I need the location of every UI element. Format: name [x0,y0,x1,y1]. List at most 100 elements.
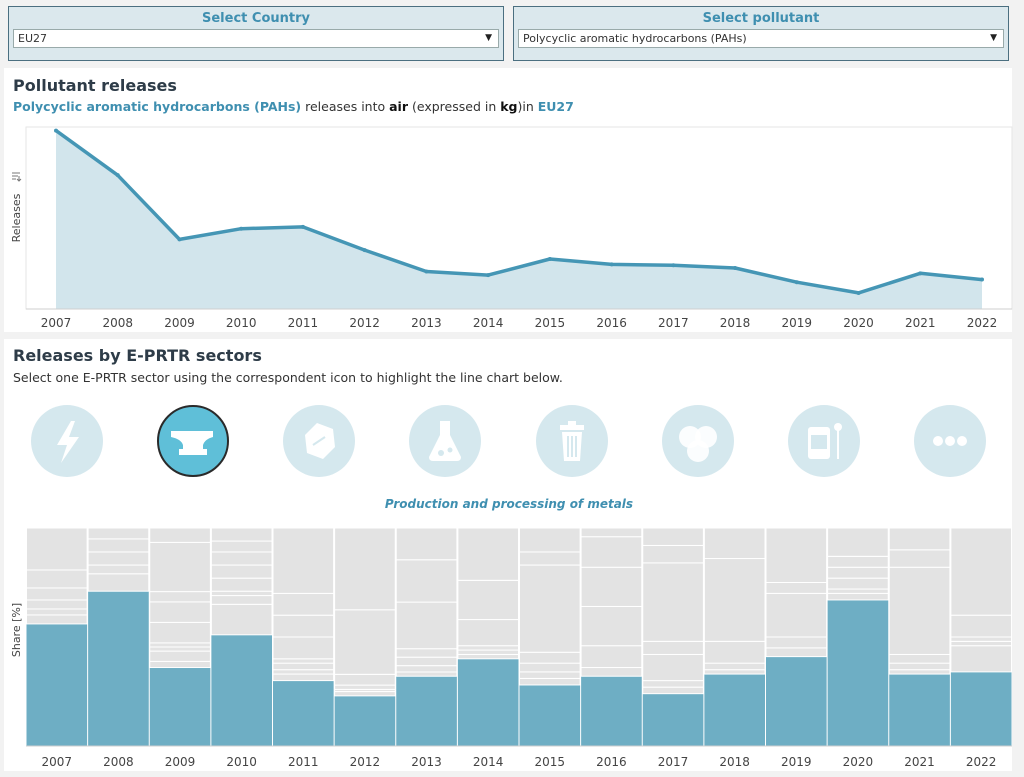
bar-other-segment[interactable] [395,559,458,603]
bar-highlight-segment[interactable] [519,684,581,746]
bar-other-segment[interactable] [642,527,704,546]
bar-other-segment[interactable] [888,566,951,655]
bar-other-segment[interactable] [519,551,581,566]
bar-other-segment[interactable] [272,662,335,671]
bar-other-segment[interactable] [149,621,211,644]
data-point[interactable] [918,271,923,276]
bar-other-segment[interactable] [149,646,211,652]
bar-other-segment[interactable] [26,527,88,571]
bar-other-segment[interactable] [210,590,273,597]
bar-other-segment[interactable] [827,566,889,579]
bar-other-segment[interactable] [149,591,211,603]
dropdown-arrow-icon[interactable]: ▼ [485,33,492,43]
energy-icon[interactable] [31,405,103,477]
bar-other-segment[interactable] [888,549,951,568]
bar-other-segment[interactable] [765,636,828,649]
bar-other-segment[interactable] [334,673,396,686]
bar-highlight-segment[interactable] [457,658,519,746]
bar-other-segment[interactable] [827,592,889,601]
chemical-flask-icon[interactable] [409,405,481,477]
bar-other-segment[interactable] [210,577,273,592]
bar-other-segment[interactable] [272,636,335,660]
sort-icon[interactable] [12,172,22,182]
bar-other-segment[interactable] [26,587,88,601]
bar-other-segment[interactable] [827,555,889,568]
bar-other-segment[interactable] [149,601,211,623]
releases-line-chart[interactable]: 2007 2008 2009 2010 2011 2012 2013 2014 2015 2016… [0,0,1024,340]
bar-other-segment[interactable] [395,671,458,677]
data-point[interactable] [300,224,305,229]
bar-other-segment[interactable] [519,677,581,686]
bar-other-segment[interactable] [950,636,1012,642]
bar-other-segment[interactable] [888,662,951,671]
bar-other-segment[interactable] [827,527,889,557]
bar-other-segment[interactable] [210,540,273,553]
bar-highlight-segment[interactable] [88,591,149,746]
bar-other-segment[interactable] [149,660,211,669]
bar-other-segment[interactable] [888,653,951,664]
bar-other-segment[interactable] [950,640,1012,647]
data-point[interactable] [980,277,984,282]
bar-other-segment[interactable] [149,541,211,593]
bar-other-segment[interactable] [334,684,396,690]
bar-other-segment[interactable] [87,551,150,566]
bar-other-segment[interactable] [703,640,766,664]
bar-highlight-segment[interactable] [396,676,457,746]
bar-other-segment[interactable] [580,645,643,669]
bar-other-segment[interactable] [457,645,519,651]
bar-other-segment[interactable] [395,648,458,658]
bar-highlight-segment[interactable] [581,676,642,746]
bar-other-segment[interactable] [272,673,335,682]
bar-highlight-segment[interactable] [704,674,765,746]
bar-other-segment[interactable] [642,544,704,564]
bar-other-segment[interactable] [149,650,211,662]
other-dots-icon[interactable] [914,405,986,477]
bar-highlight-segment[interactable] [334,695,396,746]
bar-other-segment[interactable] [703,527,766,560]
bar-highlight-segment[interactable] [766,656,827,746]
bar-other-segment[interactable] [703,669,766,675]
bar-highlight-segment[interactable] [889,674,950,746]
data-point[interactable] [424,269,429,274]
bar-other-segment[interactable] [580,605,643,647]
bar-other-segment[interactable] [457,619,519,647]
food-jar-icon[interactable] [788,405,860,477]
bar-other-segment[interactable] [272,669,335,675]
bar-other-segment[interactable] [272,658,335,664]
bar-other-segment[interactable] [272,592,335,616]
bar-other-segment[interactable] [642,680,704,688]
bar-other-segment[interactable] [87,573,150,592]
data-point[interactable] [115,173,120,178]
bar-other-segment[interactable] [765,527,828,583]
bar-other-segment[interactable] [950,614,1012,638]
bar-other-segment[interactable] [334,527,396,611]
data-point[interactable] [671,263,676,268]
minerals-icon[interactable] [283,405,355,477]
bar-highlight-segment[interactable] [827,599,889,746]
bar-other-segment[interactable] [26,608,88,616]
bar-other-segment[interactable] [519,527,581,553]
bar-other-segment[interactable] [642,640,704,655]
bar-other-segment[interactable] [457,579,519,621]
bar-other-segment[interactable] [272,527,335,594]
bar-other-segment[interactable] [827,588,889,594]
bar-other-segment[interactable] [395,601,458,650]
bar-other-segment[interactable] [519,662,581,673]
bar-highlight-segment[interactable] [273,680,334,746]
bar-other-segment[interactable] [457,653,519,660]
bar-other-segment[interactable] [580,536,643,568]
bar-other-segment[interactable] [765,582,828,594]
bar-other-segment[interactable] [703,662,766,671]
bar-other-segment[interactable] [395,665,458,673]
bar-other-segment[interactable] [149,527,211,543]
bar-other-segment[interactable] [765,647,828,658]
bar-other-segment[interactable] [87,538,150,553]
bar-other-segment[interactable] [519,564,581,653]
data-point[interactable] [362,248,367,253]
bar-other-segment[interactable] [642,653,704,682]
bar-other-segment[interactable] [642,686,704,695]
bar-other-segment[interactable] [210,527,273,542]
bar-other-segment[interactable] [580,527,643,538]
dropdown-arrow-icon[interactable]: ▼ [990,33,997,43]
